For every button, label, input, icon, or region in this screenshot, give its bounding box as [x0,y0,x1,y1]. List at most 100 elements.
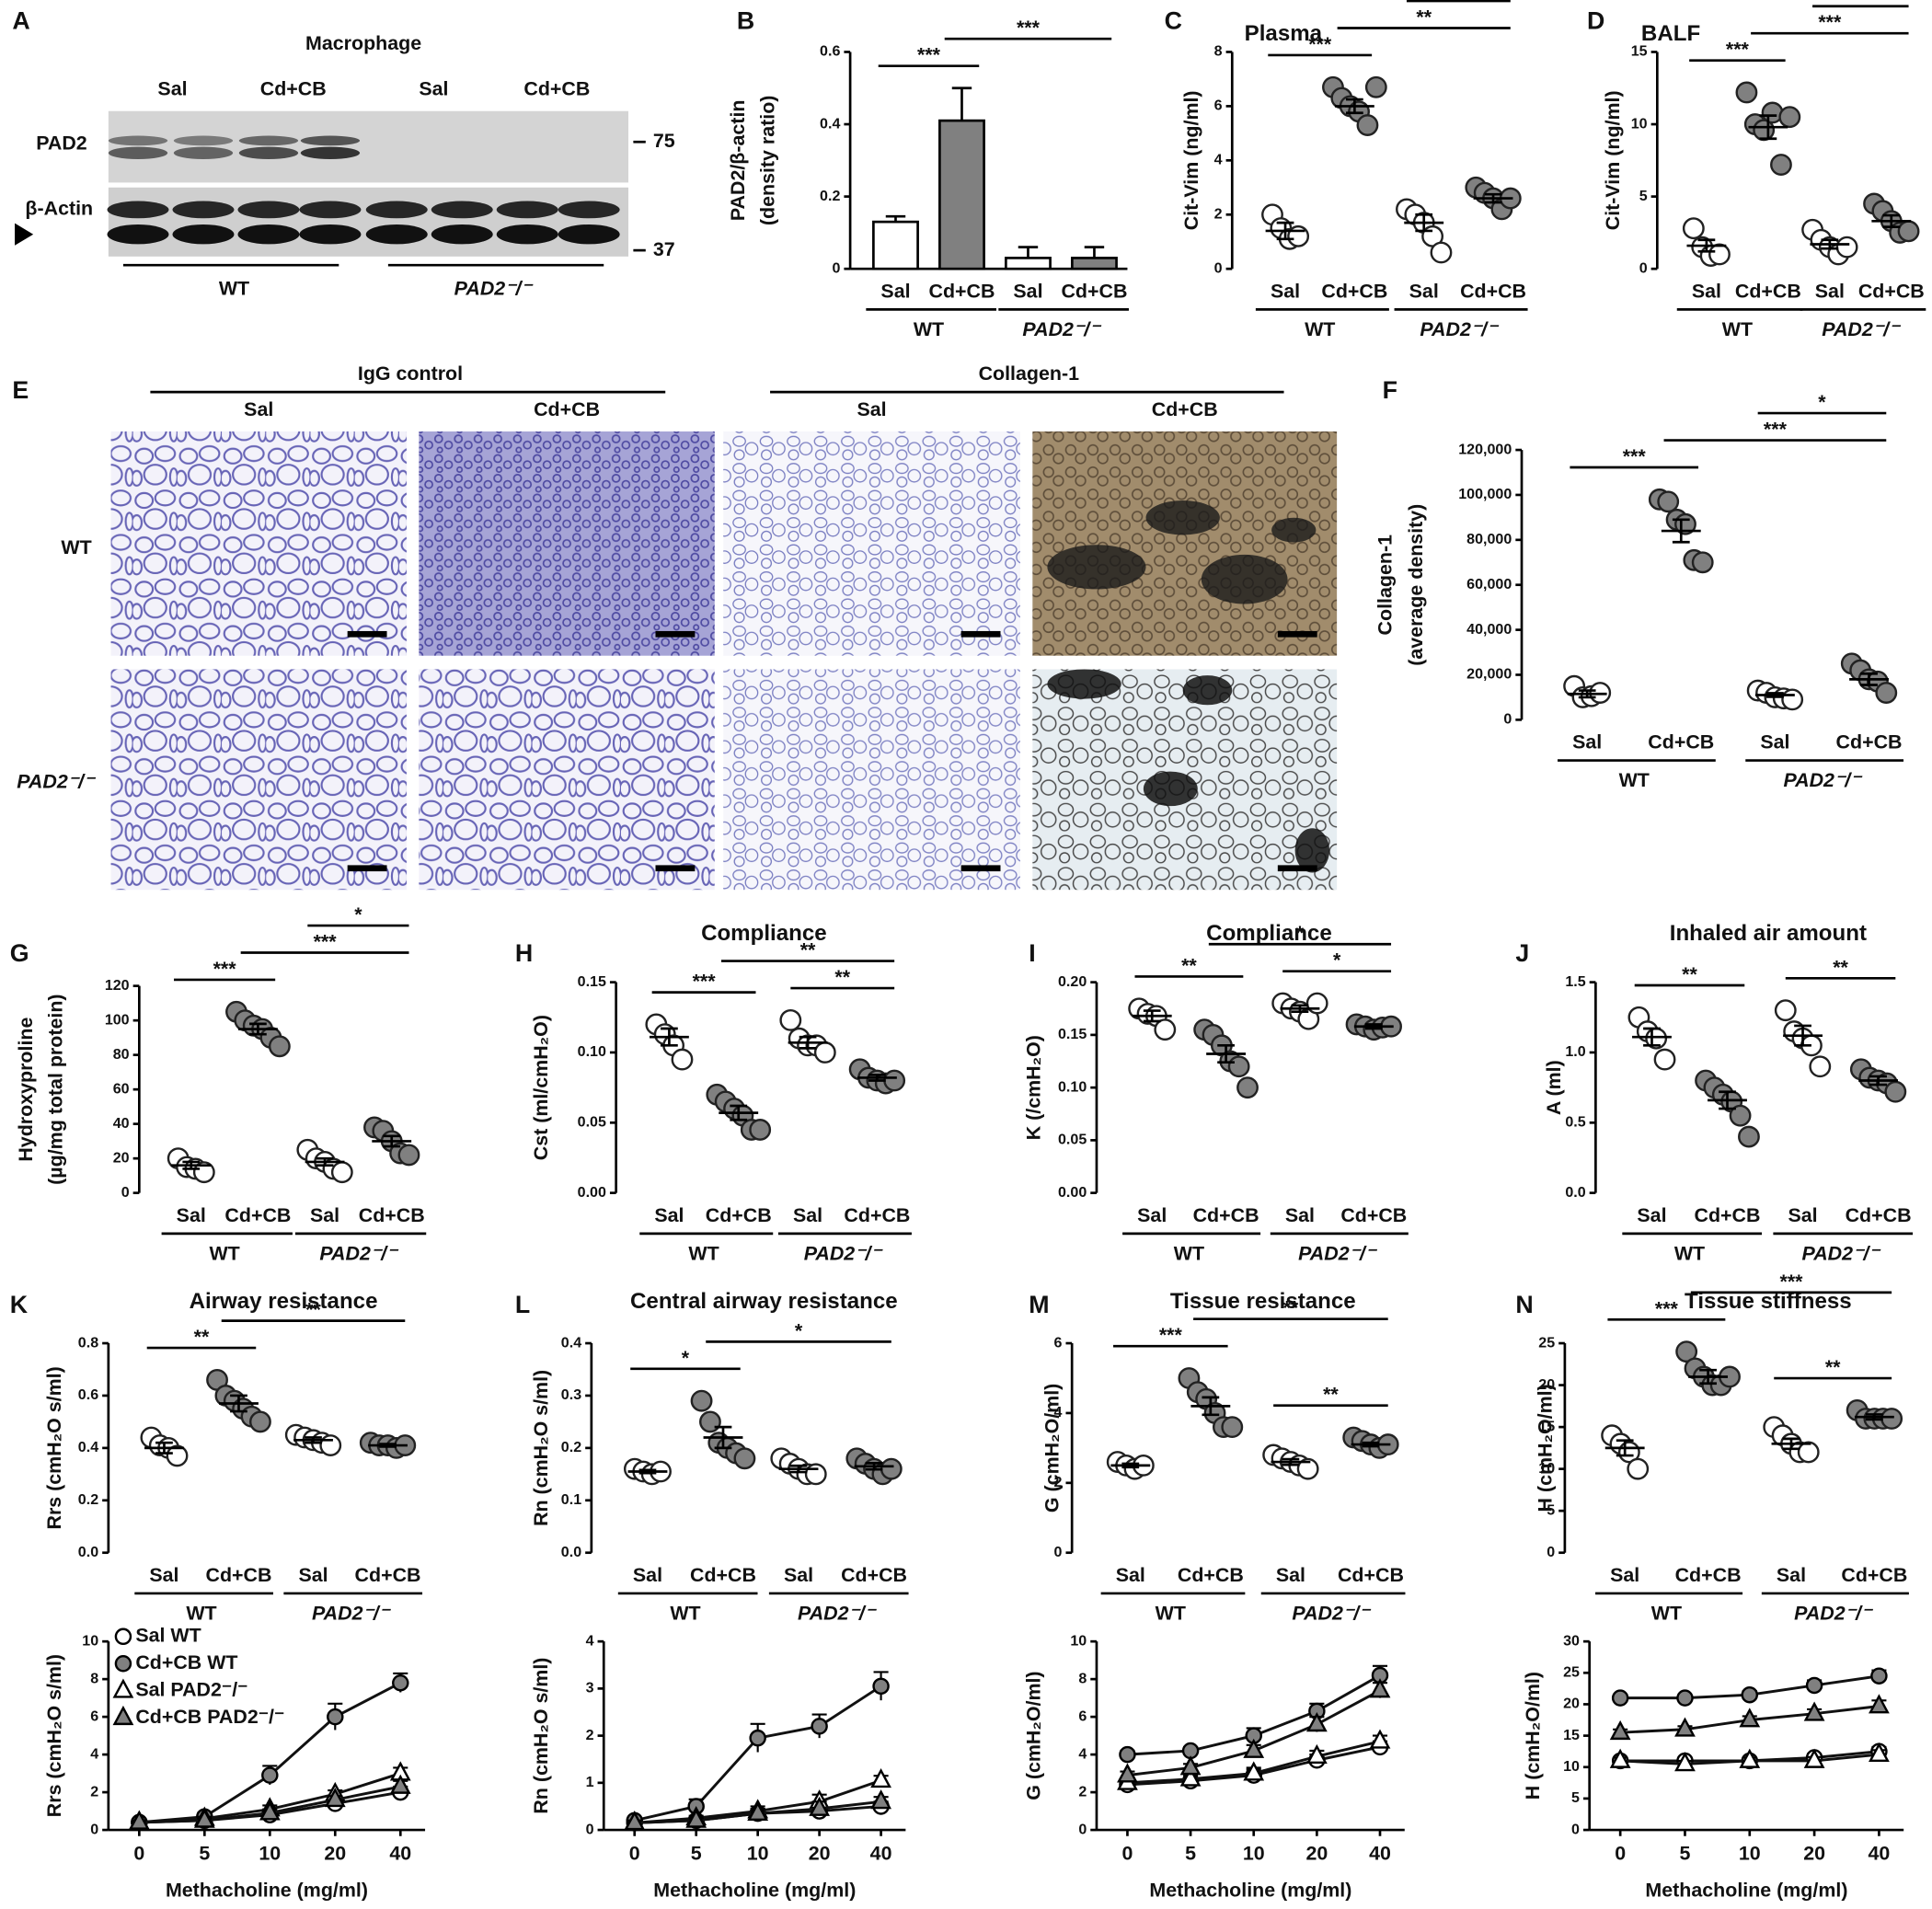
legend-label: Sal PAD2⁻/⁻ [135,1678,247,1700]
legend-label: Cd+CB PAD2⁻/⁻ [135,1706,284,1728]
y-tick-label: 10 [1070,1632,1087,1649]
y-tick-label: 0.2 [820,188,840,204]
chart-title: Inhaled air amount [1670,921,1867,946]
x-tick-label: 0 [629,1843,640,1865]
x-tick-label: Cd+CB [1338,1564,1404,1586]
significance-label: *** [693,971,717,993]
bar [1071,257,1118,270]
blot-band [558,224,620,245]
significance-label: *** [1779,1271,1803,1293]
panel-letter: M [1029,1291,1049,1318]
y-tick-label: 0.10 [578,1043,606,1060]
y-axis-label: Rrs (cmH₂O s/ml) [43,1654,65,1817]
panel-letter: L [515,1291,530,1318]
significance-label: *** [213,958,237,980]
row-label: WT [61,536,91,558]
y-tick-label: 20 [1563,1696,1580,1712]
blot-title: Macrophage [305,32,421,54]
significance-label: ** [1416,6,1432,28]
group-label: PAD2⁻/⁻ [312,1602,392,1624]
data-point [1369,1729,1391,1749]
y-tick-label: 2 [1078,1783,1087,1800]
data-point [1875,682,1898,704]
y-tick-label: 0.3 [561,1386,581,1403]
x-tick-label: 40 [1369,1843,1391,1865]
data-point [870,1789,891,1810]
x-tick-label: Sal [177,1204,206,1226]
x-tick-label: 20 [324,1843,346,1865]
micrograph [419,669,715,891]
column-label: Cd+CB [1152,398,1218,420]
y-tick-label: 5 [1571,1789,1580,1806]
data-point [1869,1742,1890,1762]
y-tick-label: 10 [1538,1460,1555,1477]
y-axis-label: PAD2/β-actin [727,100,749,222]
y-tick-label: 0 [1639,259,1648,276]
significance-label: * [682,1347,690,1369]
y-tick-label: 6 [1214,98,1223,114]
data-point [624,1811,646,1831]
data-point [1305,1712,1328,1732]
data-point [259,1800,281,1821]
pigment [1201,554,1288,604]
chart-title: Compliance [701,921,827,946]
data-point [749,1119,772,1141]
y-tick-label: 15 [1563,1727,1580,1743]
y-tick-label: 5 [1547,1501,1555,1518]
pigment [1145,500,1220,535]
micrograph [723,669,1020,891]
scale-bar [655,865,696,872]
data-point [813,1041,836,1064]
scale-bar [960,865,1001,872]
scale-bar [347,630,387,638]
panel-letter: N [1515,1291,1533,1318]
y-tick-label: 0.10 [1058,1078,1087,1095]
group-label: PAD2⁻/⁻ [1822,318,1902,340]
significance-label: ** [800,939,816,961]
y-tick-label: 2 [90,1783,98,1800]
y-tick-label: 1.5 [1565,973,1585,990]
data-point [1809,1055,1832,1078]
y-tick-label: 3 [586,1680,594,1696]
marker-label: 37 [653,238,675,260]
column-label: Sal [244,398,273,420]
significance-label: ** [305,1299,321,1321]
significance-label: *** [1764,418,1788,440]
group-label: WT [1651,1602,1682,1624]
y-tick-label: 0.05 [1058,1132,1087,1148]
significance-label: * [1333,949,1341,972]
data-point [1305,992,1328,1015]
y-tick-label: 0.2 [561,1439,581,1455]
y-tick-label: 4 [1078,1745,1087,1762]
data-point [1674,1717,1696,1737]
group-label: WT [1156,1602,1186,1624]
micrograph [723,431,1020,656]
significance-label: ** [834,966,850,988]
data-point [1781,688,1804,711]
x-tick-label: Sal [149,1564,178,1586]
significance-label: ** [194,1326,210,1348]
data-point [1364,75,1387,98]
x-tick-label: Sal [633,1564,662,1586]
chart-title: BALF [1641,21,1700,46]
data-point [1835,236,1858,259]
panel-letter: B [737,6,754,34]
group-label: WT [1619,769,1650,791]
data-point [1869,1694,1890,1714]
data-point [1227,1055,1250,1078]
y-tick-label: 8 [1078,1670,1087,1686]
blot-band [496,224,558,245]
data-point [128,1810,150,1830]
x-tick-label: 20 [1803,1843,1825,1865]
panel-letter: E [12,376,29,404]
pigment [1294,828,1330,873]
y-tick-label: 0.4 [820,115,840,132]
x-tick-label: Sal [1760,730,1789,753]
data-point [1430,241,1453,264]
data-point [685,1808,707,1828]
x-tick-label: Sal [1692,280,1721,302]
group-label: WT [1722,318,1753,340]
y-tick-label: 0 [90,1821,98,1837]
data-point [1356,114,1379,136]
